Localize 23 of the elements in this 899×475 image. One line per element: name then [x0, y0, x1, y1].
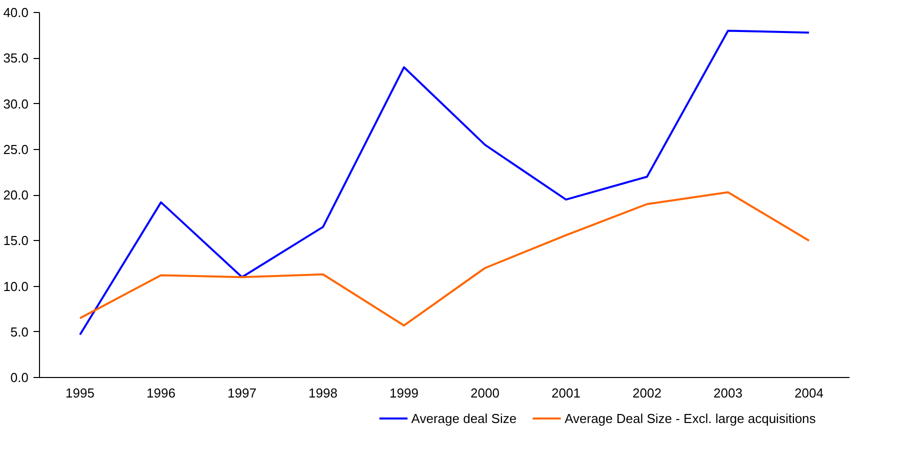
x-tick-label: 2001 — [552, 386, 580, 400]
x-tick-label: 2004 — [794, 386, 824, 400]
y-tick-label: 15.0 — [3, 233, 29, 248]
y-tick-label: 40.0 — [3, 5, 29, 20]
x-tick-label: 1999 — [390, 386, 418, 400]
x-tick-label: 1997 — [228, 386, 256, 400]
x-tick-label: 2002 — [632, 386, 662, 400]
x-tick-label: 1998 — [308, 386, 338, 400]
x-tick-label: 2003 — [714, 386, 742, 400]
line-series — [79, 30, 810, 336]
y-tick-label: 0.0 — [10, 370, 29, 385]
line-series — [79, 191, 810, 326]
y-tick-label: 25.0 — [3, 142, 29, 157]
y-tick-label: 35.0 — [3, 50, 29, 66]
x-tick-label: 2000 — [470, 386, 500, 400]
y-tick-label: 20.0 — [3, 188, 29, 202]
legend-label: Average Deal Size - Excl. large acquisitions — [564, 411, 816, 426]
y-tick-label: 10.0 — [3, 278, 29, 294]
x-tick-label: 1995 — [66, 386, 94, 400]
y-tick-label: 5.0 — [10, 324, 29, 340]
x-tick-label: 1996 — [146, 386, 176, 400]
legend-label: Average deal Size — [411, 411, 517, 426]
y-tick-label: 30.0 — [3, 96, 29, 112]
